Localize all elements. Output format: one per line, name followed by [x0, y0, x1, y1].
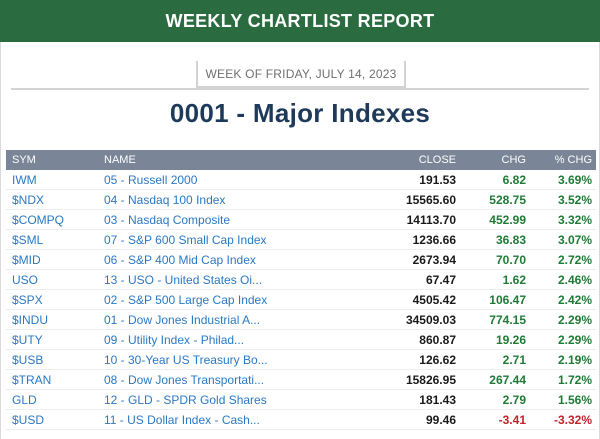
change-value: 6.82 — [502, 172, 526, 187]
col-pct-chg[interactable]: % CHG — [554, 154, 592, 166]
pct-change-value: 2.19% — [557, 352, 592, 367]
close-value: 2673.94 — [412, 252, 456, 267]
change-value: 2.71 — [502, 352, 526, 367]
change-value: 2.79 — [502, 392, 526, 407]
close-value: 860.87 — [419, 332, 456, 347]
table-row[interactable]: $SML 07 - S&P 600 Small Cap Index 1236.66 3… — [6, 230, 596, 250]
chartlist-table: SYM NAME CLOSE CHG % CHG IWM 05 - Russell… — [6, 150, 596, 430]
name-link[interactable]: 02 - S&P 500 Large Cap Index — [104, 292, 268, 307]
col-sym[interactable]: SYM — [12, 154, 36, 166]
pct-change-value: 1.56% — [557, 392, 592, 407]
table-body: IWM 05 - Russell 2000 191.53 6.82 3.69% $NDX 0… — [6, 170, 596, 430]
table-row[interactable]: $MID 06 - S&P 400 Mid Cap Index 2673.94 70.… — [6, 250, 596, 270]
name-link[interactable]: 13 - USO - United States Oi... — [104, 272, 263, 287]
pct-change-value: 3.32% — [557, 212, 592, 227]
name-link[interactable]: 09 - Utility Index - Philad... — [104, 332, 245, 347]
table-row[interactable]: USO 13 - USO - United States Oi... 67.47 1.… — [6, 270, 596, 290]
symbol-link[interactable]: GLD — [12, 392, 37, 407]
report-title: WEEKLY CHARTLIST REPORT — [165, 10, 435, 31]
close-value: 99.46 — [425, 412, 456, 427]
pct-change-value: 2.29% — [557, 332, 592, 347]
close-value: 67.47 — [425, 272, 456, 287]
symbol-link[interactable]: $COMPQ — [12, 212, 65, 227]
symbol-link[interactable]: $USD — [12, 412, 45, 427]
pct-change-value: 3.52% — [557, 192, 592, 207]
symbol-link[interactable]: $SPX — [12, 292, 43, 307]
symbol-link[interactable]: $UTY — [12, 332, 43, 347]
pct-change-value: 2.29% — [557, 312, 592, 327]
change-value: 267.44 — [489, 372, 526, 387]
table-row[interactable]: $INDU 01 - Dow Jones Industrial A... 34509… — [6, 310, 596, 330]
name-link[interactable]: 06 - S&P 400 Mid Cap Index — [104, 252, 256, 267]
close-value: 15565.60 — [405, 192, 456, 207]
close-value: 191.53 — [419, 172, 456, 187]
change-value: 1.62 — [502, 272, 526, 287]
table-row[interactable]: $USD 11 - US Dollar Index - Cash... 99.46 -… — [6, 410, 596, 430]
change-value: -3.41 — [498, 412, 526, 427]
symbol-link[interactable]: $TRAN — [12, 372, 52, 387]
week-label: WEEK OF FRIDAY, JULY 14, 2023 — [205, 66, 397, 81]
pct-change-value: -3.32% — [553, 412, 592, 427]
table-row[interactable]: $USB 10 - 30-Year US Treasury Bo... 126.62… — [6, 350, 596, 370]
symbol-link[interactable]: $NDX — [12, 192, 45, 207]
symbol-link[interactable]: IWM — [12, 172, 37, 187]
divider — [11, 88, 589, 90]
symbol-link[interactable]: USO — [12, 272, 39, 287]
name-link[interactable]: 05 - Russell 2000 — [104, 172, 198, 187]
table-header: SYM NAME CLOSE CHG % CHG — [6, 150, 596, 170]
change-value: 774.15 — [489, 312, 526, 327]
close-value: 15826.95 — [405, 372, 456, 387]
change-value: 36.83 — [495, 232, 526, 247]
pct-change-value: 3.07% — [557, 232, 592, 247]
table-row[interactable]: GLD 12 - GLD - SPDR Gold Shares 181.43 2.79… — [6, 390, 596, 410]
pct-change-value: 1.72% — [557, 372, 592, 387]
table-row[interactable]: $TRAN 08 - Dow Jones Transportati... 15826… — [6, 370, 596, 390]
change-value: 19.26 — [495, 332, 526, 347]
name-link[interactable]: 11 - US Dollar Index - Cash... — [104, 412, 260, 427]
name-link[interactable]: 03 - Nasdaq Composite — [104, 212, 231, 227]
name-link[interactable]: 01 - Dow Jones Industrial A... — [104, 312, 261, 327]
change-value: 528.75 — [489, 192, 526, 207]
col-name[interactable]: NAME — [104, 154, 136, 166]
report-header: WEEKLY CHARTLIST REPORT — [0, 0, 600, 42]
symbol-link[interactable]: $INDU — [12, 312, 49, 327]
close-value: 1236.66 — [412, 232, 456, 247]
pct-change-value: 2.42% — [557, 292, 592, 307]
table-row[interactable]: $UTY 09 - Utility Index - Philad... 860.87… — [6, 330, 596, 350]
chartlist-title: 0001 - Major Indexes — [169, 98, 431, 128]
close-value: 14113.70 — [406, 212, 456, 227]
name-link[interactable]: 08 - Dow Jones Transportati... — [104, 372, 265, 387]
change-value: 452.99 — [489, 212, 526, 227]
close-value: 181.43 — [419, 392, 456, 407]
symbol-link[interactable]: $USB — [12, 352, 44, 367]
close-value: 34509.03 — [405, 312, 456, 327]
table-row[interactable]: $NDX 04 - Nasdaq 100 Index 15565.60 528.75 3… — [6, 190, 596, 210]
name-link[interactable]: 07 - S&P 600 Small Cap Index — [104, 232, 267, 247]
table-row[interactable]: $COMPQ 03 - Nasdaq Composite 14113.70 452.9… — [6, 210, 596, 230]
table-row[interactable]: $SPX 02 - S&P 500 Large Cap Index 4505.42 1… — [6, 290, 596, 310]
pct-change-value: 2.72% — [557, 252, 592, 267]
change-value: 70.70 — [495, 252, 526, 267]
symbol-link[interactable]: $MID — [12, 252, 41, 267]
col-close[interactable]: CLOSE — [418, 154, 456, 166]
name-link[interactable]: 12 - GLD - SPDR Gold Shares — [104, 392, 267, 407]
change-value: 106.47 — [489, 292, 526, 307]
close-value: 4505.42 — [412, 292, 456, 307]
week-label-box: WEEK OF FRIDAY, JULY 14, 2023 — [196, 61, 406, 88]
table-row[interactable]: IWM 05 - Russell 2000 191.53 6.82 3.69% — [6, 170, 596, 190]
col-chg[interactable]: CHG — [501, 154, 526, 166]
symbol-link[interactable]: $SML — [12, 232, 44, 247]
name-link[interactable]: 04 - Nasdaq 100 Index — [104, 192, 226, 207]
pct-change-value: 3.69% — [557, 172, 592, 187]
pct-change-value: 2.46% — [557, 272, 592, 287]
close-value: 126.62 — [419, 352, 456, 367]
name-link[interactable]: 10 - 30-Year US Treasury Bo... — [104, 352, 268, 367]
